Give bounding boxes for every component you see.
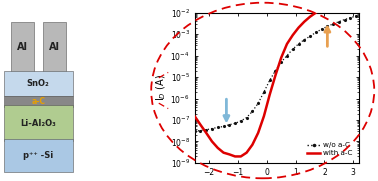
Text: Al: Al <box>17 42 28 52</box>
Text: SnO₂: SnO₂ <box>27 79 50 88</box>
Y-axis label: I$_D$ (A): I$_D$ (A) <box>154 74 168 101</box>
FancyBboxPatch shape <box>3 105 73 141</box>
FancyBboxPatch shape <box>3 139 73 172</box>
Text: a-C: a-C <box>31 97 45 106</box>
Text: Li-Al₂O₃: Li-Al₂O₃ <box>20 119 56 128</box>
FancyBboxPatch shape <box>3 96 73 107</box>
X-axis label: V$_G$ (V): V$_G$ (V) <box>262 180 292 181</box>
Legend: w/o a-C, with a-C: w/o a-C, with a-C <box>304 139 355 159</box>
FancyBboxPatch shape <box>3 71 73 96</box>
Text: Al: Al <box>49 42 60 52</box>
Text: p⁺⁺ -Si: p⁺⁺ -Si <box>23 151 53 160</box>
FancyBboxPatch shape <box>11 22 34 72</box>
FancyBboxPatch shape <box>43 22 66 72</box>
